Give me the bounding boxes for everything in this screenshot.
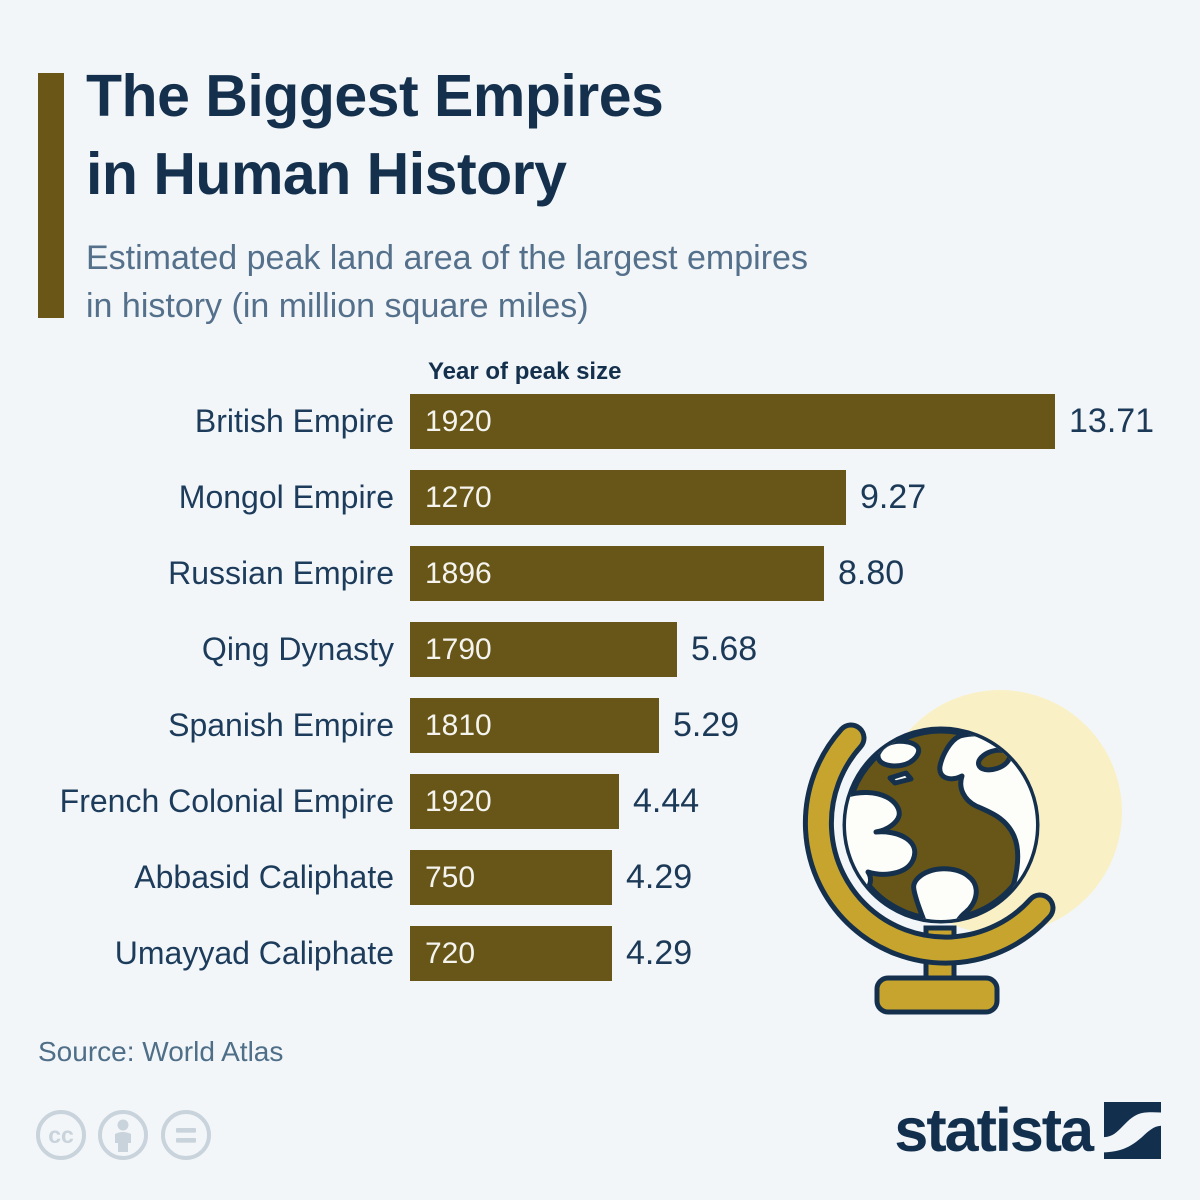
year-label: 720: [425, 936, 476, 970]
bar-row: Russian Empire 1896 8.80: [0, 546, 1200, 601]
no-derivatives-glyph: [176, 1128, 196, 1143]
bar-row: Abbasid Caliphate 750 4.29: [0, 850, 1200, 905]
bar-track: 1790 5.68: [410, 622, 1200, 677]
year-label: 1810: [425, 708, 492, 742]
page-subtitle: Estimated peak land area of the largest …: [86, 234, 808, 331]
category-label: Qing Dynasty: [201, 631, 394, 667]
landmass-south: [911, 866, 979, 920]
page-title: The Biggest Empires in Human History: [86, 58, 664, 214]
title-line-2: in Human History: [86, 140, 567, 207]
bar-track: 1920 13.71: [410, 394, 1200, 449]
subtitle-line-2: in history (in million square miles): [86, 287, 589, 326]
statista-wordmark: statista: [894, 1096, 1094, 1164]
bar: 1920: [410, 774, 619, 829]
value-label: 13.71: [1069, 402, 1155, 440]
bar-chart: British Empire 1920 13.71 Mongol Empire …: [0, 394, 1200, 1002]
subtitle-line-1: Estimated peak land area of the largest …: [86, 239, 808, 277]
category-label: Abbasid Caliphate: [134, 859, 394, 895]
cc-glyph: cc: [48, 1122, 74, 1148]
bar-track: 1270 9.27: [410, 470, 1200, 525]
bar-row: Umayyad Caliphate 720 4.29: [0, 926, 1200, 981]
landmass-dash: [887, 770, 914, 786]
year-label: 1920: [425, 404, 492, 438]
year-label: 1270: [425, 480, 492, 514]
cc-icon: [36, 1110, 86, 1160]
bar: 1810: [410, 698, 659, 753]
attribution-icon: [98, 1110, 148, 1160]
source-text: Source: World Atlas: [38, 1036, 284, 1067]
title-accent-bar: [38, 73, 64, 318]
category-label: British Empire: [194, 403, 394, 439]
category-label: Mongol Empire: [178, 479, 394, 515]
value-label: 9.27: [860, 478, 927, 516]
bar-row: French Colonial Empire 1920 4.44: [0, 774, 1200, 829]
year-label: 1920: [425, 784, 492, 818]
no-derivatives-icon: [161, 1110, 211, 1160]
value-label: 5.29: [673, 706, 740, 744]
bar-row: British Empire 1920 13.71: [0, 394, 1200, 449]
license-badges: cc: [36, 1110, 211, 1160]
bar-track: 1810 5.29: [410, 698, 1200, 753]
value-label: 5.68: [691, 630, 758, 668]
attribution-glyph: [115, 1119, 131, 1152]
value-label: 4.29: [626, 934, 693, 972]
bar: 750: [410, 850, 612, 905]
year-label: 750: [425, 860, 476, 894]
bar: 1790: [410, 622, 677, 677]
value-label: 4.44: [633, 782, 700, 820]
bar-row: Mongol Empire 1270 9.27: [0, 470, 1200, 525]
bar-row: Qing Dynasty 1790 5.68: [0, 622, 1200, 677]
bar: 1896: [410, 546, 824, 601]
category-label: Russian Empire: [168, 555, 394, 591]
category-label: Umayyad Caliphate: [114, 935, 394, 971]
title-line-1: The Biggest Empires: [86, 63, 664, 129]
bar: 1920: [410, 394, 1055, 449]
globe-base: [874, 975, 1000, 1015]
bar-track: 1896 8.80: [410, 546, 1200, 601]
value-label: 8.80: [838, 554, 905, 592]
landmass-north: [875, 738, 922, 769]
globe-illustration: [802, 690, 1122, 1015]
statista-logo-mark: [1104, 1102, 1161, 1159]
globe-ring: [807, 727, 1051, 961]
value-label: 4.29: [626, 858, 693, 896]
bar: 1270: [410, 470, 846, 525]
value-column-header: Year of peak size: [428, 358, 622, 385]
year-label: 1896: [425, 556, 492, 590]
bar-row: Spanish Empire 1810 5.29: [0, 698, 1200, 753]
bar: 720: [410, 926, 612, 981]
category-label: French Colonial Empire: [59, 783, 394, 819]
landmass-west: [846, 790, 918, 896]
bar-track: 1920 4.44: [410, 774, 1200, 829]
category-label: Spanish Empire: [168, 707, 394, 743]
statista-logo: statista: [894, 1100, 1161, 1161]
year-label: 1790: [425, 632, 492, 666]
bar-track: 750 4.29: [410, 850, 1200, 905]
bar-track: 720 4.29: [410, 926, 1200, 981]
